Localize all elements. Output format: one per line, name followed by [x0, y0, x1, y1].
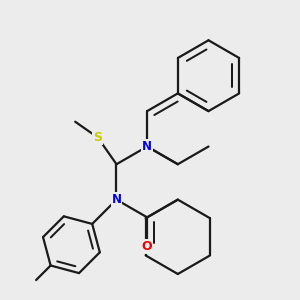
Text: O: O — [142, 240, 152, 253]
Text: N: N — [142, 140, 152, 153]
Text: N: N — [112, 193, 122, 206]
Text: S: S — [93, 131, 102, 144]
